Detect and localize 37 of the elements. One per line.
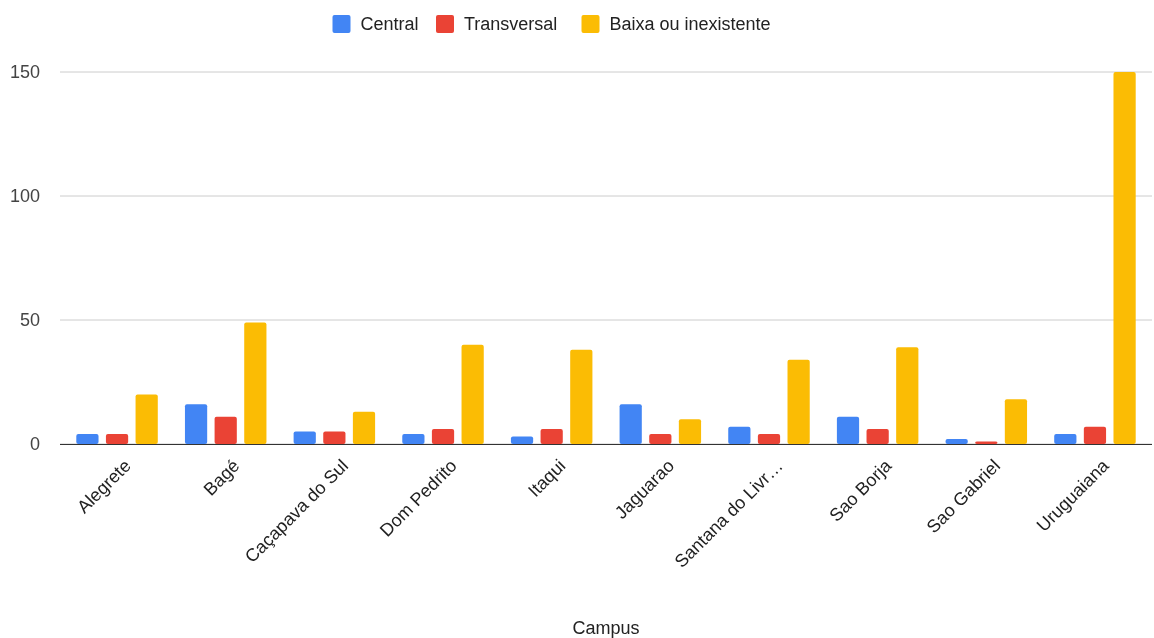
bar — [728, 426, 751, 444]
bar — [649, 434, 672, 444]
bar — [76, 434, 99, 444]
bar — [945, 439, 968, 444]
bar — [757, 434, 781, 444]
bar — [135, 394, 158, 444]
y-tick-label: 50 — [19, 310, 40, 331]
legend-label: Central — [360, 14, 419, 35]
legend-label: Baixa ou inexistente — [609, 14, 771, 35]
bar — [619, 404, 642, 444]
bar — [105, 434, 129, 444]
bar — [431, 429, 455, 444]
bar — [352, 411, 376, 444]
y-tick-label: 150 — [9, 62, 40, 83]
bar — [510, 436, 534, 444]
bar — [402, 434, 425, 444]
bar — [678, 419, 702, 444]
bar — [1004, 399, 1028, 444]
y-tick-label: 100 — [9, 186, 40, 207]
bar — [1054, 434, 1077, 444]
bar — [540, 429, 563, 444]
legend-label: Transversal — [464, 14, 558, 35]
bar — [570, 349, 593, 444]
bar — [866, 429, 889, 444]
x-axis-title: Campus — [572, 618, 640, 638]
bar — [1083, 426, 1107, 444]
bar — [184, 404, 208, 444]
bar — [293, 431, 316, 444]
bar — [896, 347, 919, 444]
bar — [836, 416, 860, 444]
bar — [461, 344, 484, 444]
bar — [244, 322, 267, 444]
y-tick-label: 0 — [29, 434, 40, 455]
bar — [1113, 72, 1136, 444]
bar — [214, 416, 237, 444]
bar — [323, 431, 346, 444]
bar — [787, 359, 810, 444]
